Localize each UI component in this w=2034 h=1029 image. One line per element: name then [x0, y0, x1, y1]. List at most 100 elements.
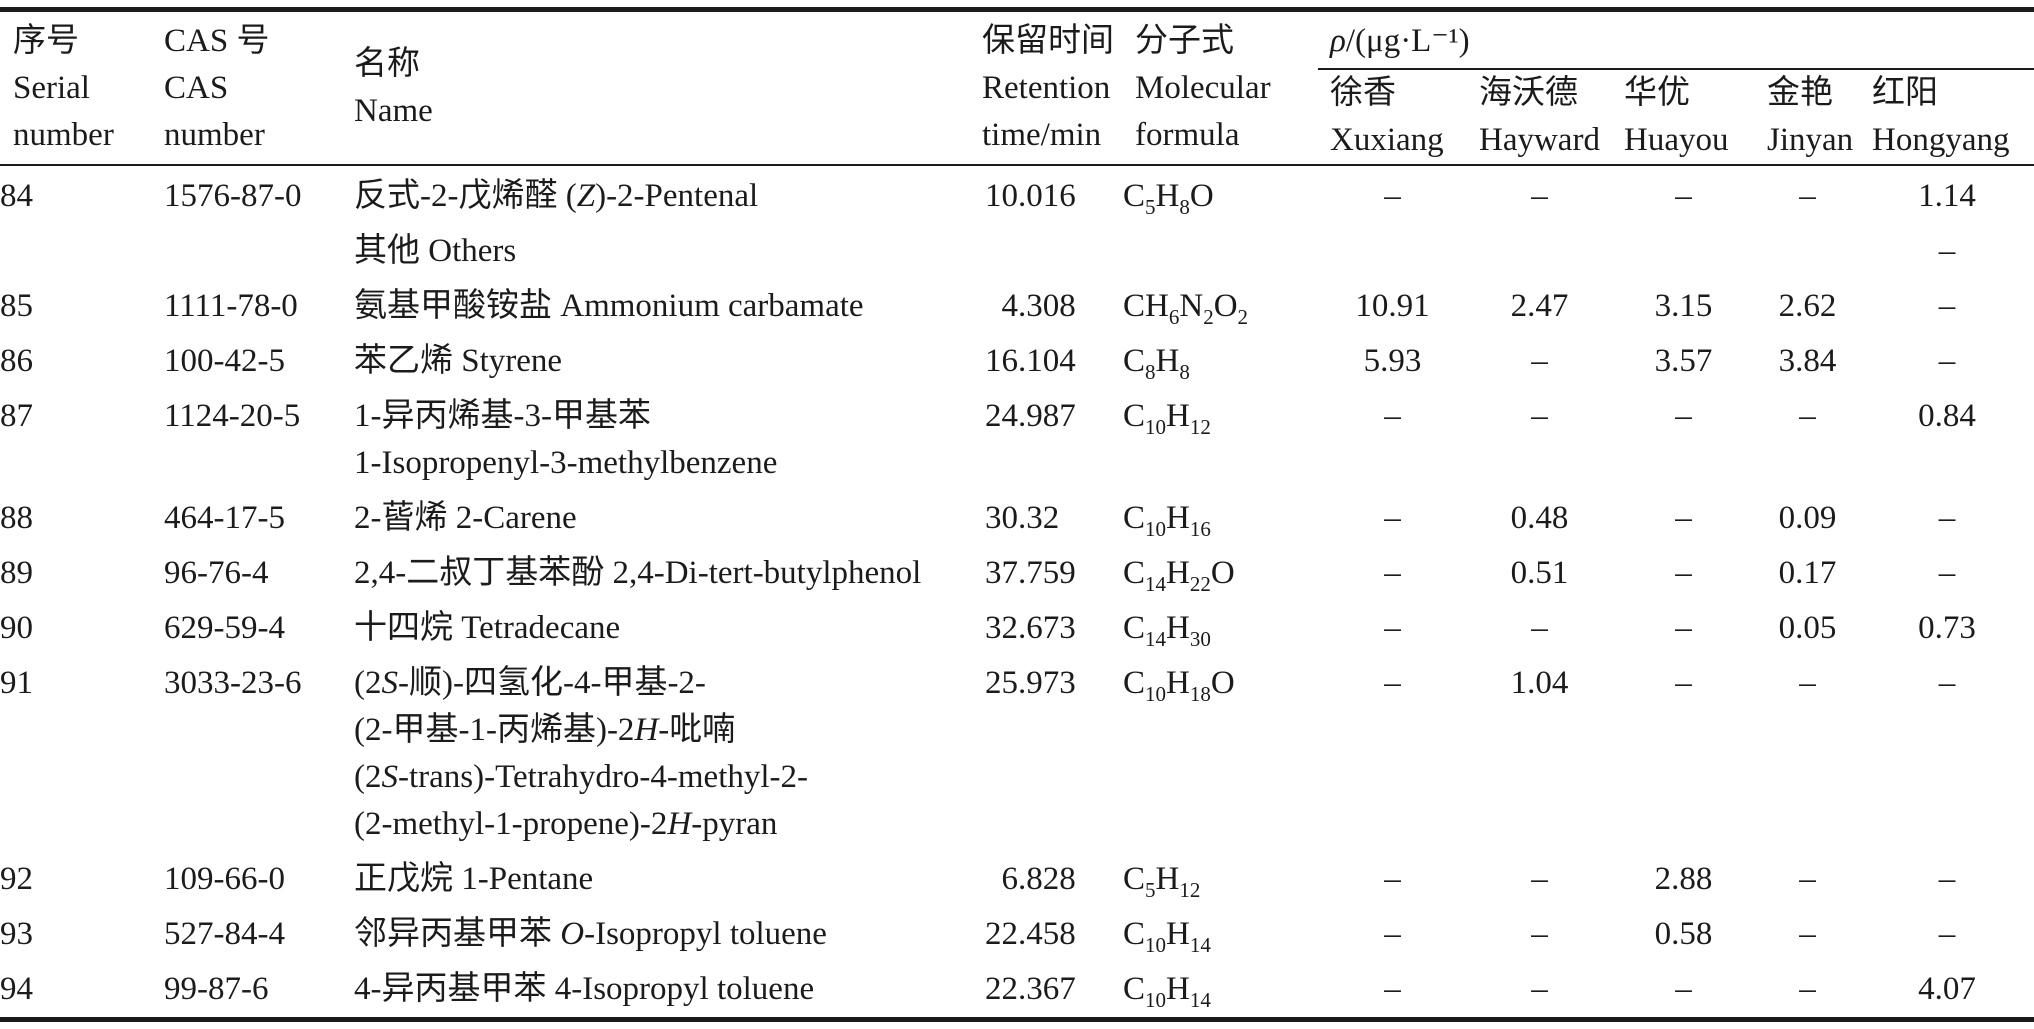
retention-frac: .104 — [1018, 343, 1076, 379]
col-header-name: 名称 Name — [354, 10, 960, 166]
compound-row: 90 629-59-4 十四烷 Tetradecane 32.673 C14H30– – –… — [0, 601, 2034, 656]
name-line: (2-methyl-1-propene)-2H-pyran — [354, 806, 778, 842]
header-en-label: time/min — [982, 116, 1102, 153]
retention-cell: 32.673 — [960, 601, 1123, 656]
name-cell: 十四烷 Tetradecane — [354, 601, 960, 656]
concentration-cell-hayward — [1467, 224, 1612, 279]
retention-int: 25 — [985, 665, 1018, 701]
variety-en-label: Huayou — [1624, 122, 1729, 158]
table-body: 84 1576-87-0 反式-2-戊烯醛 (Z)-2-Pentenal 10.016… — [0, 164, 2034, 1020]
concentration-cell-huayou: – — [1675, 665, 1692, 701]
header-zh-label: 保留时间 — [982, 22, 1114, 59]
header-row-varieties: 徐香 Xuxiang 海沃德 Hayward 华优 Huayou 金艳 Jiny… — [0, 69, 2034, 165]
formula-cell: C10H16 — [1123, 500, 1211, 541]
variety-en-label: Hongyang — [1872, 122, 2010, 158]
retention-frac: .308 — [1018, 288, 1076, 324]
formula-cell: C8H8 — [1123, 343, 1190, 384]
compound-row: 91 3033-23-6 (2S-顺)-四氢化-4-甲基-2- (2-甲基-1-丙烯基… — [0, 656, 2034, 852]
concentration-cell-huayou: – — [1675, 398, 1692, 434]
header-en-label: Molecular — [1135, 69, 1271, 106]
compound-row: 85 1111-78-0 氨基甲酸铵盐 Ammonium carbamate 4.30… — [0, 279, 2034, 334]
cas-cell: 1576-87-0 — [164, 164, 354, 224]
serial-cell: 84 — [0, 164, 164, 224]
name-cell: 苯乙烯 Styrene — [354, 334, 960, 389]
retention-cell — [960, 224, 1123, 279]
concentration-cell-huayou: – — [1675, 971, 1692, 1007]
concentration-cell-jinyan: 0.05 — [1778, 610, 1837, 646]
cas-cell — [164, 224, 354, 279]
header-en-label: number — [164, 116, 265, 153]
formula-cell: C10H14 — [1123, 971, 1211, 1012]
retention-cell: 22.458 — [960, 907, 1123, 962]
retention-frac: .987 — [1018, 398, 1076, 434]
retention-cell: 24.987 — [960, 389, 1123, 491]
concentration-cell-jinyan: 3.84 — [1778, 343, 1837, 379]
col-header-serial-number: 序号 Serial number — [0, 10, 164, 166]
concentration-cell-xuxiang: – — [1384, 398, 1401, 434]
cas-cell: 629-59-4 — [164, 610, 285, 646]
concentration-cell-huayou — [1612, 224, 1755, 279]
concentration-cell-hongyang: – — [1938, 861, 1956, 897]
serial-cell: 92 — [0, 861, 33, 897]
serial-cell: 90 — [0, 610, 33, 646]
volatile-compounds-table: 序号 Serial number CAS 号 CAS number 名称 Nam… — [0, 7, 2034, 1022]
col-header-variety-jinyan: 金艳 Jinyan — [1755, 69, 1860, 165]
retention-cell: 37.759 — [960, 546, 1123, 601]
concentration-cell-hongyang: – — [1938, 555, 1956, 591]
retention-cell: 6.828 — [960, 852, 1123, 907]
table-header: 序号 Serial number CAS 号 CAS number 名称 Nam… — [0, 9, 2034, 166]
name-cell: 其他 Others — [354, 224, 960, 279]
concentration-cell-xuxiang: – — [1384, 500, 1401, 536]
cas-cell: 96-76-4 — [164, 555, 269, 591]
concentration-cell-xuxiang: – — [1384, 555, 1401, 591]
concentration-cell-hayward: – — [1531, 398, 1548, 434]
retention-cell: 30.32 — [960, 491, 1123, 546]
retention-cell: 25.973 — [960, 656, 1123, 852]
retention-int: 6 — [1001, 861, 1019, 897]
concentration-cell-huayou: – — [1675, 500, 1692, 536]
concentration-cell-jinyan: – — [1799, 665, 1816, 701]
retention-int: 4 — [1001, 288, 1019, 324]
concentration-cell-hayward: – — [1467, 164, 1612, 224]
concentration-cell-jinyan: 0.17 — [1778, 555, 1837, 591]
concentration-cell-hongyang: 0.73 — [1918, 610, 1976, 646]
compound-row: 88 464-17-5 2-蒈烯 2-Carene 30.32 C10H16–0.48–… — [0, 491, 2034, 546]
concentration-cell-jinyan: – — [1755, 164, 1860, 224]
cas-cell: 464-17-5 — [164, 500, 285, 536]
cas-cell: 1111-78-0 — [164, 288, 298, 324]
concentration-cell-hayward: 2.47 — [1510, 288, 1569, 324]
col-header-variety-xuxiang: 徐香 Xuxiang — [1318, 69, 1467, 165]
formula-cell: C5H12 — [1123, 861, 1201, 902]
concentration-cell-hongyang: – — [1938, 916, 1956, 952]
concentration-cell-xuxiang: – — [1384, 916, 1401, 952]
retention-cell: 4.308 — [960, 279, 1123, 334]
formula-cell: C5H8O — [1123, 164, 1318, 224]
retention-int: 16 — [985, 343, 1018, 379]
retention-int: 32 — [985, 610, 1018, 646]
concentration-cell-huayou: – — [1675, 610, 1692, 646]
name-line: (2S-顺)-四氢化-4-甲基-2- — [354, 665, 706, 701]
serial-cell: 93 — [0, 916, 33, 952]
name-line: 1-异丙烯基-3-甲基苯 — [354, 398, 651, 434]
concentration-cell-jinyan — [1755, 224, 1860, 279]
name-cell: 1-异丙烯基-3-甲基苯 1-Isopropenyl-3-methylbenzen… — [354, 389, 960, 491]
variety-en-label: Hayward — [1479, 122, 1600, 158]
concentration-cell-huayou: 2.88 — [1654, 861, 1713, 897]
variety-zh-label: 华优 — [1624, 75, 1690, 111]
name-line: 十四烷 Tetradecane — [354, 610, 621, 646]
concentration-cell-xuxiang: – — [1384, 610, 1401, 646]
retention-frac: .828 — [1018, 861, 1076, 897]
retention-int: 22 — [985, 916, 1018, 952]
retention-frac: .016 — [1018, 178, 1076, 214]
header-zh-label: 名称 — [354, 46, 420, 82]
concentration-cell-hayward: – — [1531, 861, 1548, 897]
retention-int: 30 — [985, 500, 1018, 536]
formula-cell: CH6N2O2 — [1123, 288, 1249, 329]
formula-cell: C10H18O — [1123, 665, 1235, 706]
retention-cell: 22.367 — [960, 962, 1123, 1020]
formula-cell: C10H14 — [1123, 916, 1211, 957]
concentration-cell-huayou: – — [1612, 164, 1755, 224]
cas-cell: 99-87-6 — [164, 971, 269, 1007]
header-en-label: CAS — [164, 69, 229, 106]
header-en-label: formula — [1135, 116, 1240, 153]
